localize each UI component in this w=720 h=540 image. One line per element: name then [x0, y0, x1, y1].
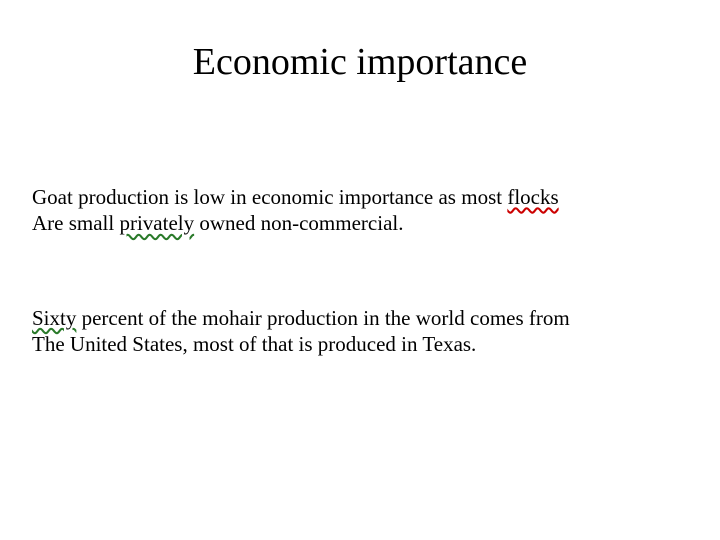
- p1-line2-grammarerr: privately: [119, 211, 194, 235]
- slide-container: Economic importance Goat production is l…: [0, 0, 720, 357]
- p2-line1-post: percent of the mohair production in the …: [76, 306, 569, 330]
- p1-line1-spellerr: flocks: [507, 185, 558, 209]
- p2-line1-grammarerr: Sixty: [32, 306, 76, 330]
- p1-line1-text: Goat production is low in economic impor…: [32, 185, 507, 209]
- p1-line2-post: owned non-commercial.: [194, 211, 403, 235]
- paragraph-2: Sixty percent of the mohair production i…: [32, 305, 688, 358]
- p2-line2: The United States, most of that is produ…: [32, 332, 476, 356]
- paragraph-1: Goat production is low in economic impor…: [32, 184, 688, 237]
- p1-line2-pre: Are small: [32, 211, 119, 235]
- slide-title: Economic importance: [122, 40, 598, 84]
